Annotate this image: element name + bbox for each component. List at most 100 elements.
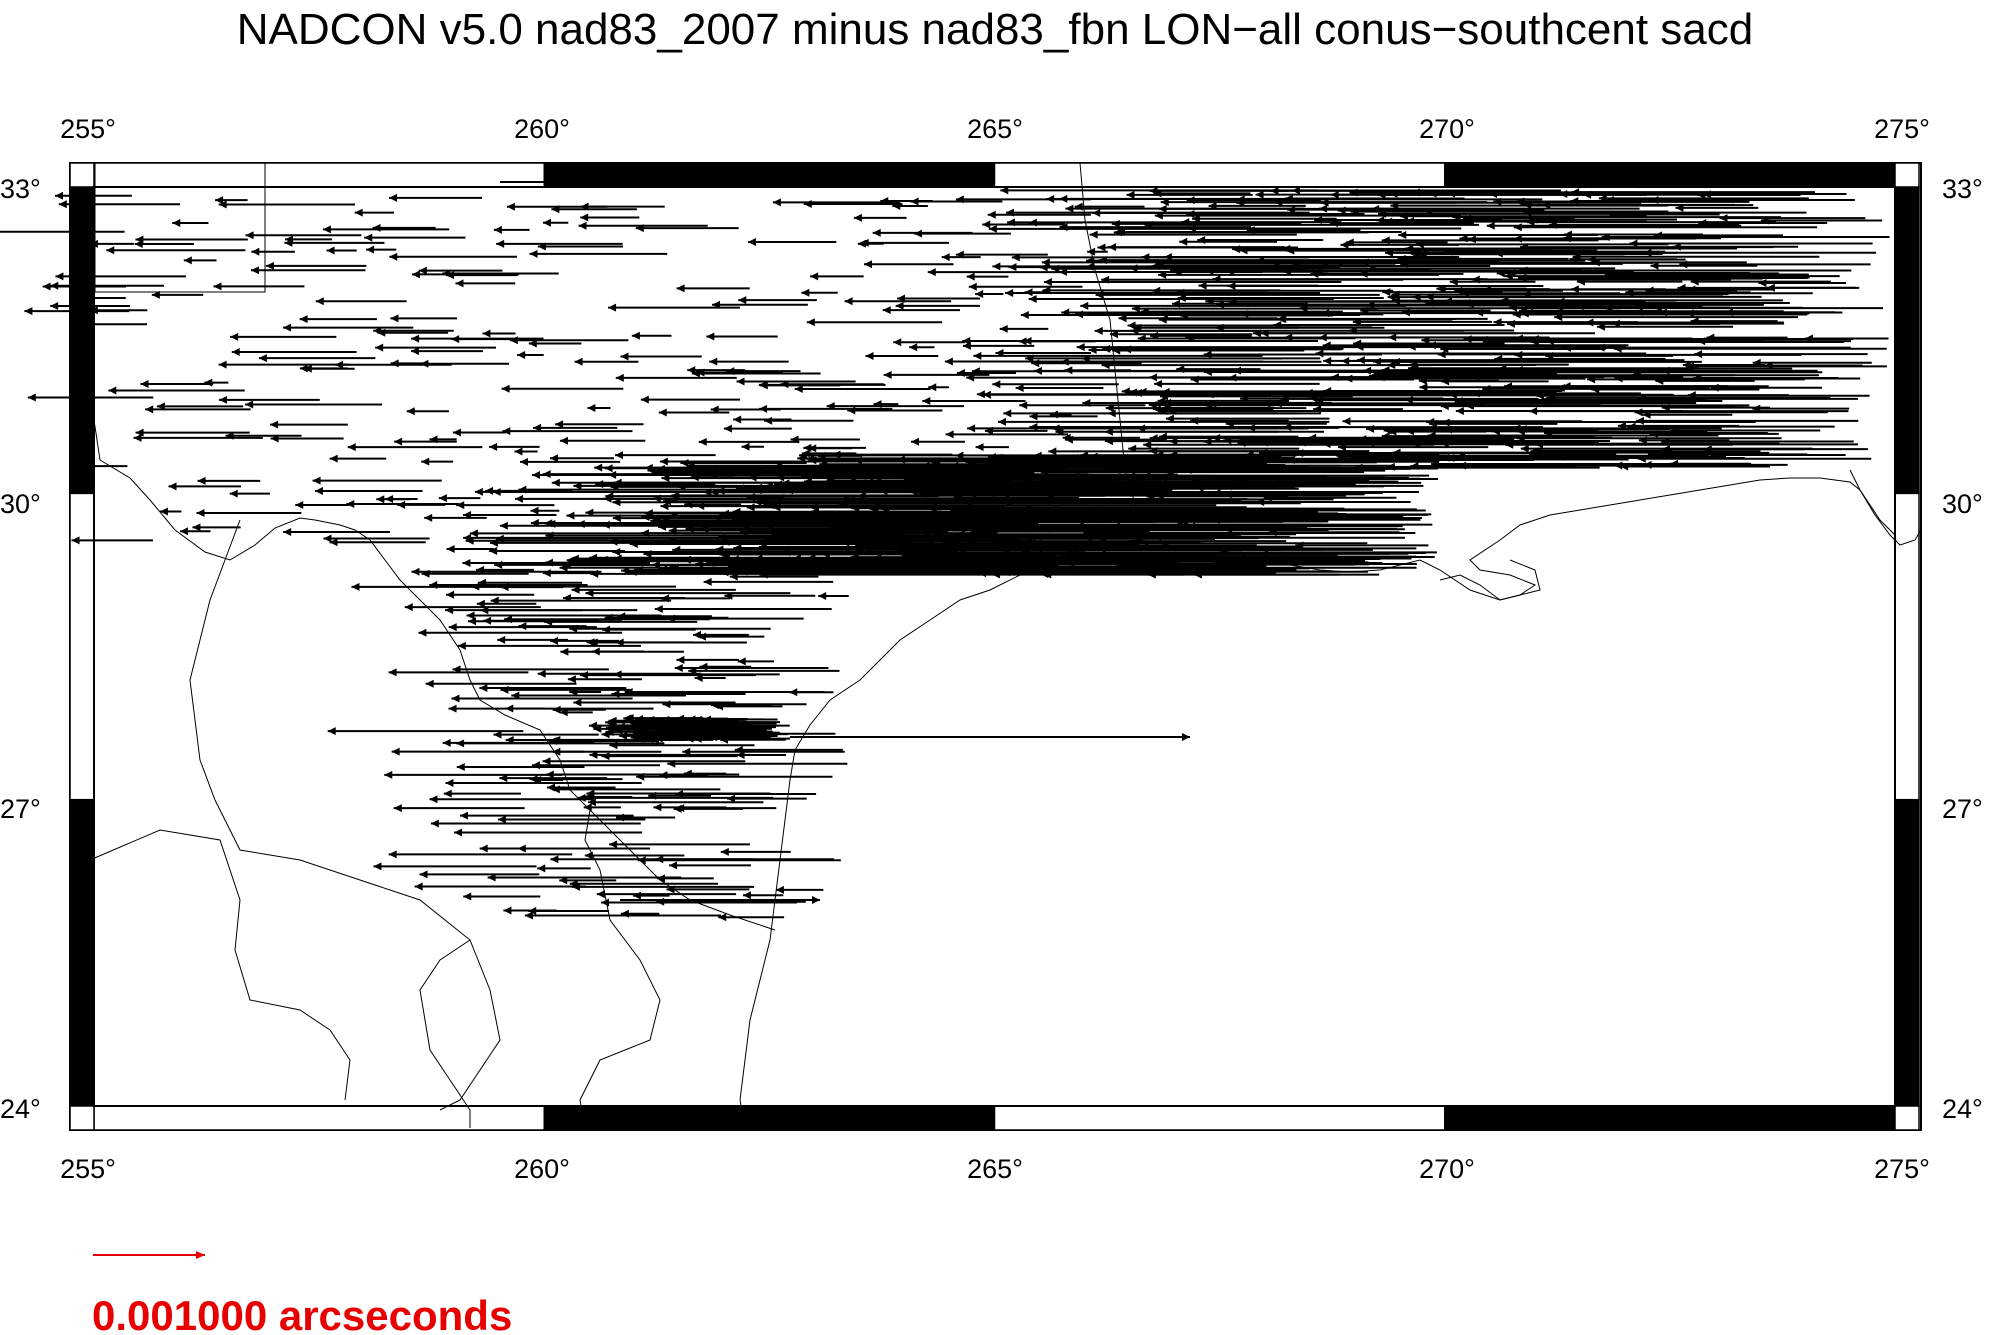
vector-head: [490, 596, 499, 605]
vector-head: [1355, 342, 1364, 351]
vector-head: [1076, 343, 1085, 352]
vector-head: [1482, 384, 1491, 393]
vector-head: [1520, 444, 1529, 453]
vector-head: [1149, 434, 1158, 443]
vector-head: [1766, 283, 1775, 292]
vector-head: [586, 638, 595, 647]
vector-head: [738, 296, 747, 305]
vector-head: [454, 828, 463, 837]
vector-head: [1094, 326, 1103, 335]
vector-head: [517, 351, 526, 360]
vector-head: [323, 534, 332, 543]
frame-bar-left-1: [69, 492, 95, 801]
vector-head: [632, 891, 641, 900]
vector-head: [1068, 511, 1077, 520]
lon-label-bottom-270: 270°: [1419, 1154, 1475, 1184]
vector-head: [1041, 258, 1050, 267]
vector-head: [455, 279, 464, 288]
vector-head: [1614, 374, 1623, 383]
vector-head: [1520, 243, 1529, 252]
vector-head: [456, 501, 465, 510]
vector-head: [1514, 350, 1523, 359]
vector-head: [1535, 440, 1544, 449]
vector-head: [586, 789, 595, 798]
vector-head: [723, 424, 732, 433]
vector-head: [844, 297, 853, 306]
vector-head: [493, 730, 502, 739]
vector-head: [1197, 235, 1206, 244]
vector-head: [1147, 570, 1156, 579]
vector-head: [1367, 264, 1376, 273]
vector-head: [882, 306, 891, 315]
vector-head: [789, 688, 798, 697]
vector-head: [384, 770, 393, 779]
vector-head: [668, 526, 677, 535]
vector-head: [1029, 423, 1038, 432]
vector-head: [641, 513, 650, 522]
vector-head: [676, 284, 685, 293]
vector-head: [855, 541, 864, 550]
vector-head: [714, 702, 723, 711]
vector-head: [999, 324, 1008, 333]
lon-label-bottom-255: 255°: [60, 1154, 116, 1184]
vector-head: [347, 443, 356, 452]
vector-head: [609, 840, 618, 849]
vector-head: [876, 480, 885, 489]
vector-head: [180, 527, 189, 536]
vector-head: [588, 721, 597, 730]
vector-head: [691, 369, 700, 378]
vector-head: [669, 861, 678, 870]
vector-head: [1160, 198, 1169, 207]
vector-head: [537, 669, 546, 678]
vector-head: [299, 364, 308, 373]
vector-head: [1315, 349, 1324, 358]
vector-head: [613, 478, 622, 487]
vector-head: [89, 239, 98, 248]
vector-head: [910, 437, 919, 446]
vector-head: [1559, 190, 1568, 199]
frame-bar-bottom-1: [543, 1105, 996, 1131]
vector-head: [452, 665, 461, 674]
vector-head: [283, 528, 292, 537]
vector-head: [1133, 323, 1142, 332]
vector-head: [673, 804, 682, 813]
vector-head: [429, 580, 438, 589]
vector-head: [754, 483, 763, 492]
vector-head: [754, 563, 763, 572]
vector-head: [485, 486, 494, 495]
vector-head: [197, 476, 206, 485]
vector-head: [457, 641, 466, 650]
vector-head: [511, 691, 520, 700]
vector-head: [1690, 277, 1699, 286]
vector-head: [1342, 417, 1351, 426]
vector-head: [537, 864, 546, 873]
vector-head: [1003, 409, 1012, 418]
vector-head: [791, 531, 800, 540]
vector-head: [1352, 317, 1361, 326]
vector-head: [1123, 488, 1132, 497]
vector-head: [424, 513, 433, 522]
vector-head: [429, 795, 438, 804]
vector-head: [910, 197, 919, 206]
vector-head: [1055, 427, 1064, 436]
vector-head: [660, 502, 669, 511]
vector-head: [1486, 221, 1495, 230]
vector-head: [772, 198, 781, 207]
vector-head: [688, 666, 697, 675]
vector-head: [1028, 295, 1037, 304]
vector-head: [1097, 243, 1106, 252]
vector-head: [1087, 247, 1096, 256]
vector-head: [487, 873, 496, 882]
vector-head: [627, 723, 636, 732]
vector-head: [482, 329, 491, 338]
vector-head: [480, 606, 489, 615]
vector-head: [524, 911, 533, 920]
vector-head: [1368, 371, 1377, 380]
vector-head: [656, 464, 665, 473]
vector-head: [530, 506, 539, 515]
vector-head: [706, 332, 715, 341]
vector-head: [479, 844, 488, 853]
vector-head: [250, 266, 259, 275]
vector-head: [1464, 401, 1473, 410]
vector-head: [285, 235, 294, 244]
